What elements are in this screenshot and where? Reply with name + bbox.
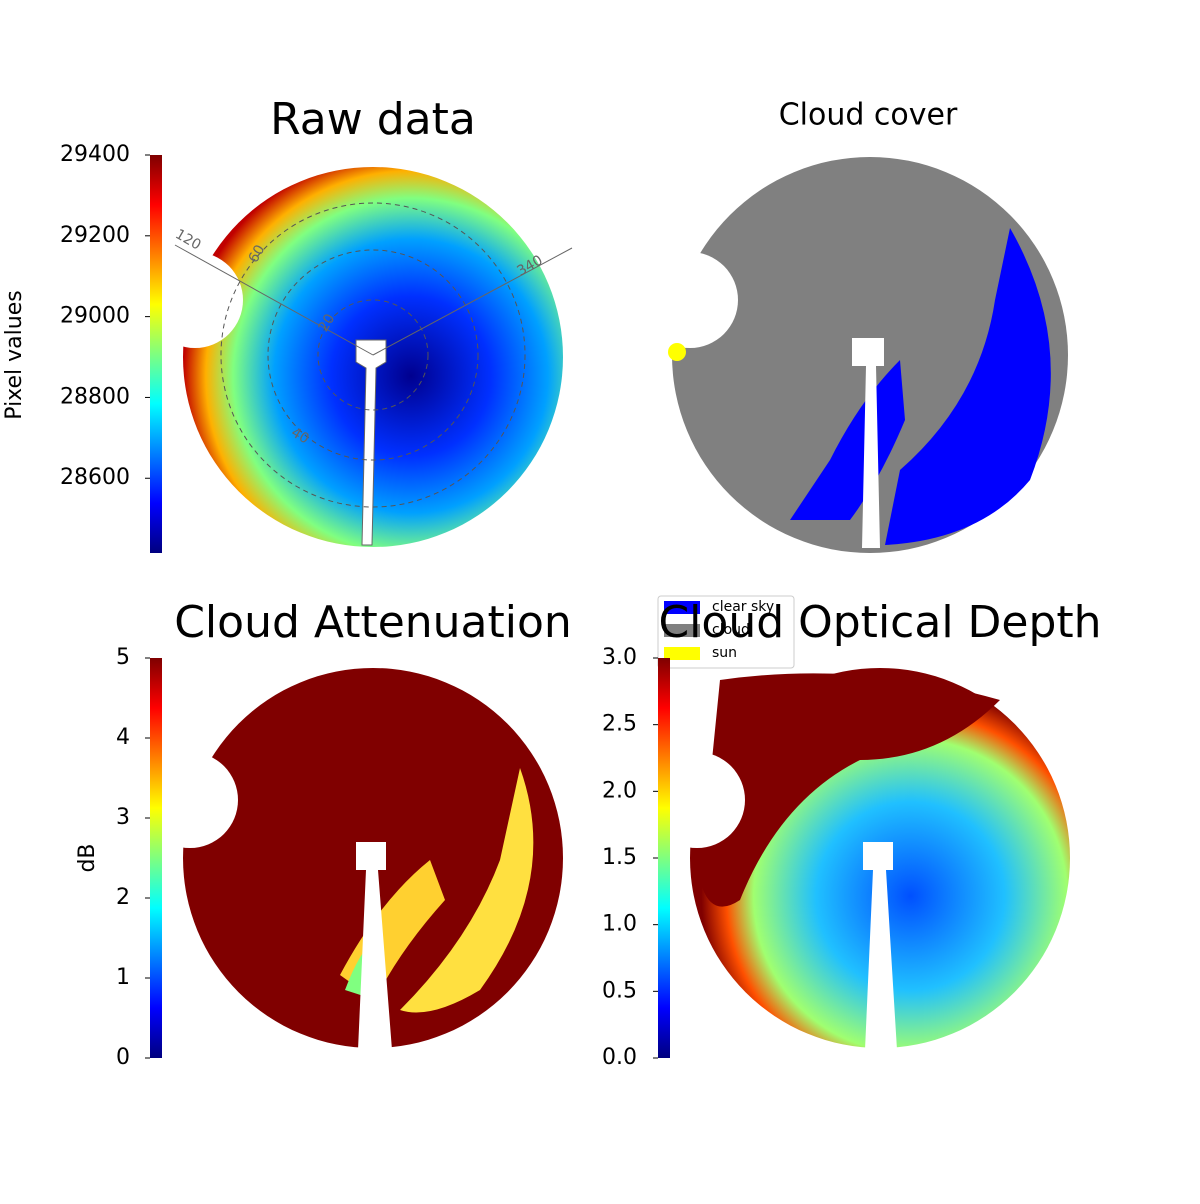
colorbar-tick-label: 0.0: [602, 1045, 637, 1070]
colorbar-tick-label: 29000: [60, 304, 130, 329]
colorbar-tick-label: 0.5: [602, 978, 637, 1003]
colorbar-tick-label: 1.0: [602, 912, 637, 937]
colorbar-label: dB: [75, 843, 100, 872]
legend-label: clear sky: [712, 599, 774, 615]
colorbar-tick-label: 3: [116, 805, 130, 830]
panel-title: Cloud Attenuation: [174, 597, 572, 648]
panel-title: Raw data: [270, 94, 476, 145]
colorbar-tick-label: 2: [116, 885, 130, 910]
polar-label: 60: [246, 242, 269, 265]
attenuation-image: [142, 668, 563, 1050]
polar-label: 40: [288, 425, 311, 448]
colorbar-tick-label: 28800: [60, 384, 130, 409]
colorbar-tick-label: 2.5: [602, 712, 637, 737]
panel-title: Cloud cover: [779, 98, 958, 133]
legend-label: sun: [712, 645, 737, 661]
colorbar: [150, 155, 162, 553]
colorbar-tick-label: 0: [116, 1045, 130, 1070]
legend-swatch: [664, 647, 700, 660]
colorbar-tick-label: 1.5: [602, 845, 637, 870]
colorbar-label: Pixel values: [2, 290, 27, 419]
polar-label: 120: [172, 226, 203, 253]
colorbar-tick-label: 2.0: [602, 778, 637, 803]
colorbar-tick-label: 28600: [60, 465, 130, 490]
raw-image: [147, 167, 573, 547]
colorbar-tick-label: 5: [116, 645, 130, 670]
colorbar-tick-label: 4: [116, 725, 130, 750]
optical-depth-image: [649, 668, 1070, 1050]
polar-label: 20: [316, 311, 339, 334]
colorbar: [658, 658, 670, 1058]
colorbar-tick-label: 1: [116, 965, 130, 990]
cloud-cover-image: [642, 157, 1068, 553]
colorbar-tick-label: 29400: [60, 142, 130, 167]
colorbar-tick-label: 3.0: [602, 645, 637, 670]
colorbar-tick-label: 29200: [60, 223, 130, 248]
colorbar: [150, 658, 162, 1058]
panel-title: Cloud Optical Depth: [658, 597, 1101, 648]
legend-swatch: [664, 624, 700, 637]
legend-swatch: [664, 601, 700, 614]
legend-label: cloud: [712, 622, 750, 638]
